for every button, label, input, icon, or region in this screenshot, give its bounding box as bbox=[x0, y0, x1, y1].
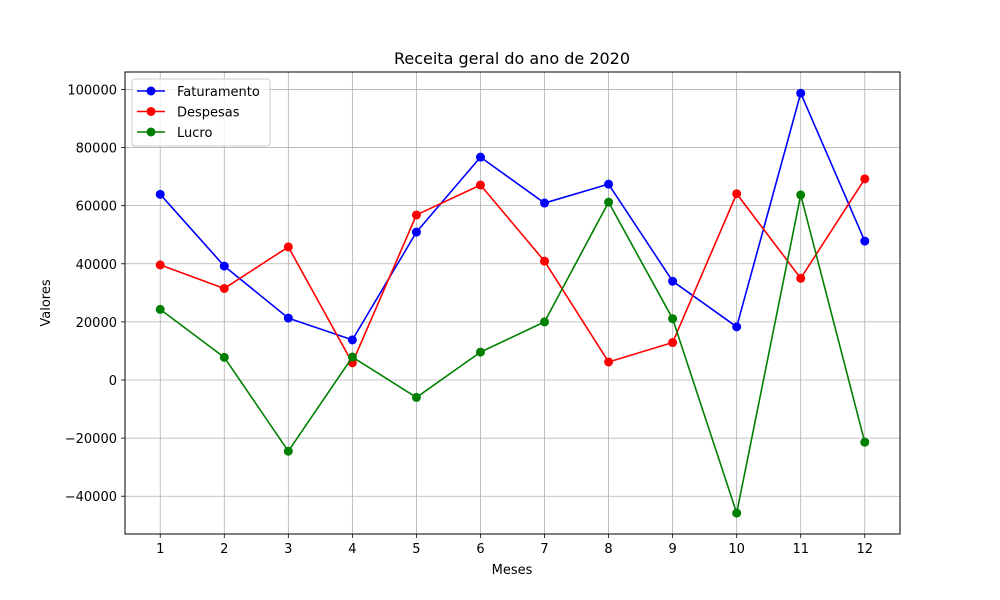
data-point-lucro bbox=[283, 446, 293, 456]
x-axis-label: Meses bbox=[492, 563, 533, 578]
data-point-lucro bbox=[219, 352, 229, 362]
x-tick-label: 2 bbox=[220, 542, 228, 557]
x-tick-label: 9 bbox=[668, 542, 676, 557]
data-point-lucro bbox=[732, 508, 742, 518]
data-point-despesas bbox=[604, 357, 614, 367]
data-point-faturamento bbox=[219, 261, 229, 271]
series-line-faturamento bbox=[159, 92, 866, 341]
x-tick-label: 5 bbox=[412, 542, 420, 557]
legend-label: Lucro bbox=[177, 126, 212, 141]
x-tick-label: 6 bbox=[476, 542, 484, 557]
legend-entry-despesas: Despesas bbox=[137, 106, 240, 121]
series-line-lucro bbox=[159, 194, 866, 514]
data-point-lucro bbox=[347, 352, 357, 362]
data-point-despesas bbox=[860, 174, 870, 184]
data-point-faturamento bbox=[668, 276, 678, 286]
x-tick-label: 7 bbox=[540, 542, 548, 557]
data-point-lucro bbox=[155, 304, 165, 314]
data-point-despesas bbox=[219, 283, 229, 293]
data-point-despesas bbox=[283, 242, 293, 252]
legend-label: Faturamento bbox=[177, 85, 260, 100]
legend-label: Despesas bbox=[177, 106, 240, 121]
data-point-despesas bbox=[732, 189, 742, 199]
legend-swatch-marker bbox=[146, 86, 156, 96]
y-tick-label: −40000 bbox=[65, 490, 117, 505]
y-axis-ticks: −40000 −20000 0 20000 40000 60000 80000 100000 bbox=[65, 83, 125, 505]
y-tick-label: 80000 bbox=[76, 142, 117, 157]
legend-swatch-marker bbox=[146, 127, 156, 137]
data-point-lucro bbox=[796, 190, 806, 200]
y-tick-label: 60000 bbox=[76, 200, 117, 215]
x-tick-label: 10 bbox=[728, 542, 745, 557]
data-point-faturamento bbox=[732, 322, 742, 332]
x-axis-ticks: 1 2 3 4 5 6 7 8 9 10 11 12 bbox=[156, 534, 873, 557]
series-layer bbox=[155, 88, 870, 518]
series-lucro bbox=[155, 190, 870, 518]
grid-lines bbox=[125, 72, 900, 534]
y-tick-label: 20000 bbox=[76, 316, 117, 331]
data-point-faturamento bbox=[155, 189, 165, 199]
data-point-faturamento bbox=[860, 236, 870, 246]
data-point-despesas bbox=[411, 210, 421, 220]
data-point-lucro bbox=[860, 437, 870, 447]
data-point-lucro bbox=[604, 197, 614, 207]
data-point-despesas bbox=[668, 338, 678, 348]
data-point-faturamento bbox=[283, 313, 293, 323]
data-point-despesas bbox=[540, 256, 550, 266]
series-line-despesas bbox=[159, 178, 866, 364]
data-point-faturamento bbox=[604, 179, 614, 189]
data-point-faturamento bbox=[796, 88, 806, 98]
data-point-despesas bbox=[475, 180, 485, 190]
x-tick-label: 11 bbox=[792, 542, 809, 557]
chart-title: Receita geral do ano de 2020 bbox=[394, 49, 630, 68]
legend-entry-lucro: Lucro bbox=[137, 126, 212, 141]
data-point-lucro bbox=[411, 392, 421, 402]
data-point-despesas bbox=[796, 273, 806, 283]
x-tick-label: 8 bbox=[604, 542, 612, 557]
legend-swatch-marker bbox=[146, 107, 156, 116]
data-point-faturamento bbox=[475, 152, 485, 162]
legend-box bbox=[131, 78, 271, 147]
x-tick-label: 4 bbox=[348, 542, 356, 557]
data-point-faturamento bbox=[411, 227, 421, 237]
y-tick-label: 40000 bbox=[76, 258, 117, 273]
data-point-lucro bbox=[475, 347, 485, 357]
data-point-faturamento bbox=[540, 198, 550, 208]
x-tick-label: 12 bbox=[856, 542, 873, 557]
data-point-lucro bbox=[668, 314, 678, 324]
data-point-despesas bbox=[155, 260, 165, 270]
x-tick-label: 1 bbox=[156, 542, 164, 557]
legend-entry-faturamento: Faturamento bbox=[137, 85, 260, 100]
y-axis-label: Valores bbox=[39, 279, 54, 326]
plot-frame bbox=[124, 71, 901, 535]
y-tick-label: 0 bbox=[109, 374, 117, 389]
series-faturamento bbox=[155, 88, 870, 345]
legend: Faturamento Despesas Lucro bbox=[131, 78, 271, 147]
data-point-faturamento bbox=[347, 335, 357, 345]
y-tick-label: −20000 bbox=[65, 432, 117, 447]
data-point-lucro bbox=[540, 317, 550, 327]
y-tick-label: 100000 bbox=[67, 83, 117, 98]
x-tick-label: 3 bbox=[284, 542, 292, 557]
